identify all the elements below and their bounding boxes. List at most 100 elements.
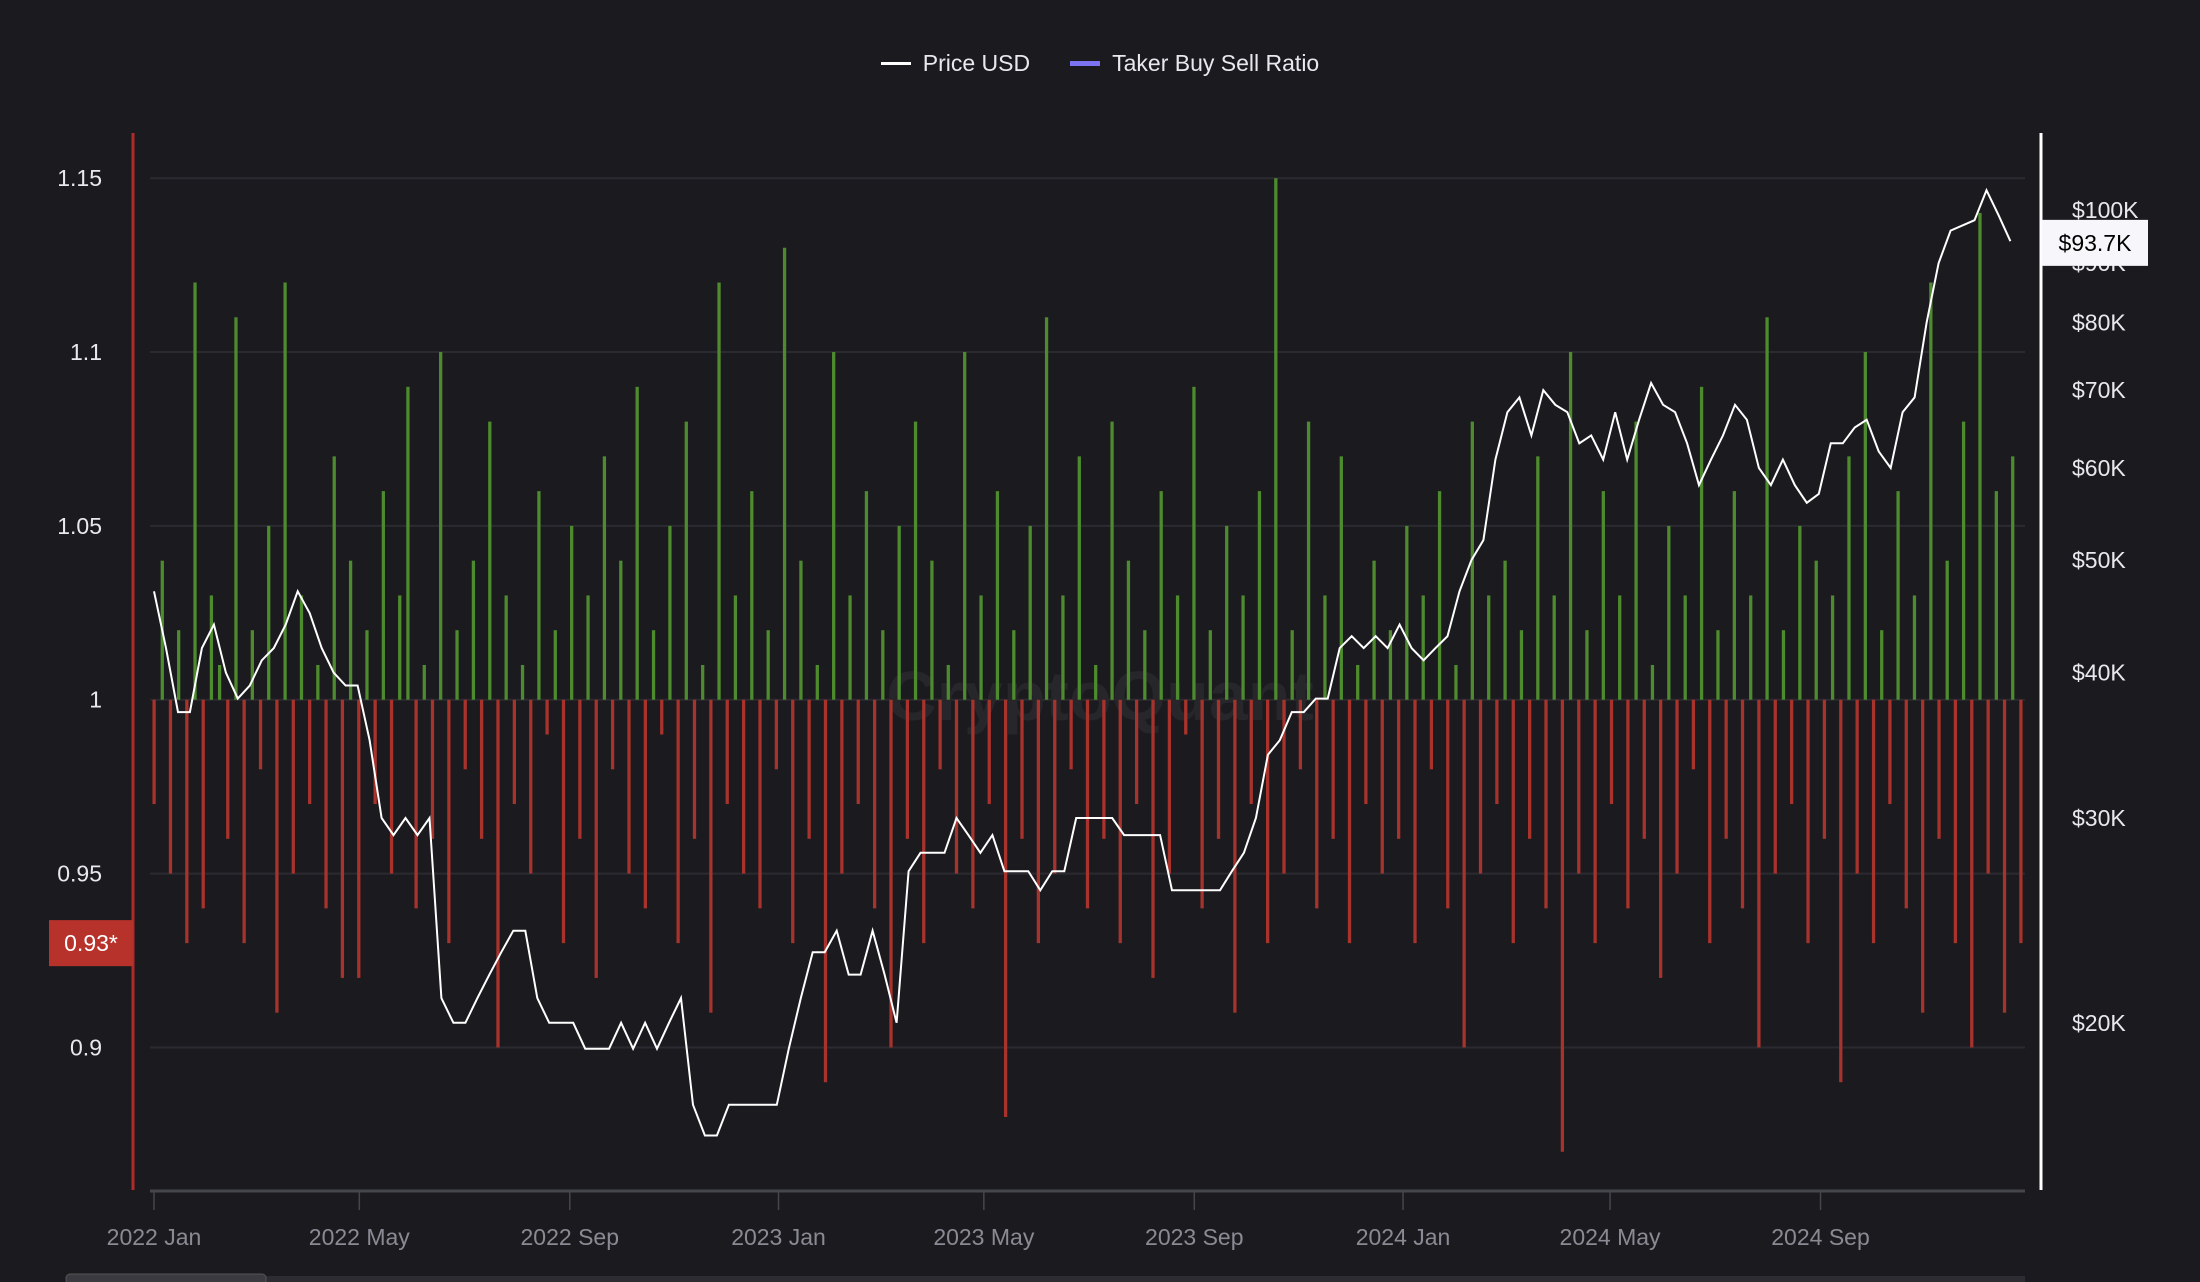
ratio-bar (1921, 699, 1925, 1013)
ratio-bar (1650, 664, 1655, 700)
ratio-bar (1085, 699, 1090, 909)
ratio-bar (1143, 630, 1147, 700)
ratio-bar (1159, 491, 1163, 700)
ratio-bar (242, 699, 246, 944)
ratio-bar (479, 699, 484, 839)
ratio-bar (226, 699, 230, 839)
ratio-bar (840, 699, 844, 874)
ratio-bar (529, 699, 533, 874)
ratio-bar (1601, 491, 1605, 700)
ratio-bar (1560, 699, 1565, 1152)
ratio-bar (1225, 525, 1229, 700)
ratio-bar (537, 491, 541, 700)
ratio-bar (1863, 352, 1867, 700)
legend-label-price: Price USD (922, 50, 1031, 76)
ratio-bar (332, 456, 336, 700)
ratio-bar (848, 595, 852, 700)
ratio-bar (406, 386, 410, 700)
ratio-bar (758, 699, 762, 909)
ratio-bar (1053, 699, 1057, 874)
ratio-bar (741, 699, 746, 874)
ratio-bar (1405, 525, 1409, 700)
ratio-bar (1396, 699, 1401, 839)
ratio-bar (520, 664, 525, 700)
ratio-bar (1175, 595, 1180, 700)
ratio-bar (1380, 699, 1384, 874)
ratio-bar (594, 699, 598, 978)
ratio-bar (815, 664, 819, 700)
ratio-bar (2002, 699, 2007, 1013)
ratio-bar (1257, 491, 1262, 700)
x-tick-label: 2022 May (309, 1224, 411, 1250)
ratio-bar (463, 699, 467, 770)
ratio-bar (1970, 699, 1974, 1048)
ratio-bar (766, 630, 770, 700)
left-tick-label: 0.9 (70, 1034, 102, 1060)
ratio-bar (1814, 560, 1818, 700)
ratio-bar (488, 421, 492, 700)
ratio-bar (578, 699, 582, 839)
ratio-bar (324, 699, 328, 909)
ratio-bar (954, 699, 959, 874)
ratio-bar (1593, 699, 1597, 944)
ratio-bar (553, 630, 557, 700)
ratio-bar (1323, 595, 1327, 700)
navigator-scrollbar[interactable] (65, 1273, 2025, 1282)
ratio-bar (1568, 352, 1573, 700)
ratio-bar (1667, 525, 1671, 700)
ratio-bar (733, 595, 738, 700)
legend-label-ratio: Taker Buy Sell Ratio (1112, 50, 1320, 76)
ratio-bar (1806, 699, 1810, 944)
ratio-bar (1765, 317, 1769, 700)
ratio-bar (971, 699, 975, 909)
ratio-bar (1536, 456, 1540, 700)
left-tick-label: 0.95 (57, 861, 102, 887)
ratio-bar (725, 699, 729, 805)
ratio-bar (832, 352, 836, 700)
left-tick-label: 1 (89, 687, 102, 713)
legend-item-ratio[interactable]: Taker Buy Sell Ratio (1070, 50, 1319, 77)
ratio-bar (717, 282, 721, 700)
ratio-bar (1511, 699, 1515, 944)
ratio-swatch-icon (1070, 61, 1101, 66)
current-ratio-badge: 0.93* (49, 920, 133, 967)
ratio-bar (774, 699, 779, 770)
ratio-bar (1847, 456, 1851, 700)
ratio-bar (1519, 630, 1524, 700)
ratio-bar (422, 664, 426, 700)
legend-item-price[interactable]: Price USD (880, 50, 1031, 77)
ratio-bar (602, 456, 607, 700)
ratio-bar (1372, 560, 1376, 700)
ratio-bar (610, 699, 615, 770)
ratio-bar (1912, 595, 1917, 700)
ratio-bar (1151, 699, 1155, 978)
ratio-bar (1167, 699, 1172, 874)
ratio-bar (782, 247, 787, 700)
left-tick-label: 1.15 (57, 165, 102, 191)
ratio-bar (357, 699, 361, 978)
navigator-handle[interactable] (65, 1273, 267, 1282)
ratio-bar (1192, 386, 1196, 700)
ratio-bar (1871, 699, 1876, 944)
ratio-bar (471, 560, 476, 700)
ratio-bar (881, 630, 885, 700)
ratio-bar (1880, 630, 1884, 700)
ratio-bar (1544, 699, 1548, 909)
ratio-bar (1478, 699, 1483, 874)
ratio-bar (1290, 630, 1294, 700)
ratio-bar (414, 699, 418, 909)
ratio-bar (750, 491, 754, 700)
ratio-bar (1003, 699, 1008, 1117)
ratio-bar (1798, 525, 1802, 700)
ratio-bar (586, 595, 590, 700)
right-tick-label: $60K (2072, 455, 2126, 481)
ratio-bar (1274, 178, 1278, 700)
right-tick-label: $80K (2072, 310, 2126, 336)
ratio-bar (398, 595, 402, 700)
current-price-badge: $93.7K (2042, 219, 2148, 266)
ratio-bar (1200, 699, 1204, 909)
ratio-bar (1470, 421, 1474, 700)
ratio-bar (168, 699, 173, 874)
ratio-bar (709, 699, 713, 1013)
